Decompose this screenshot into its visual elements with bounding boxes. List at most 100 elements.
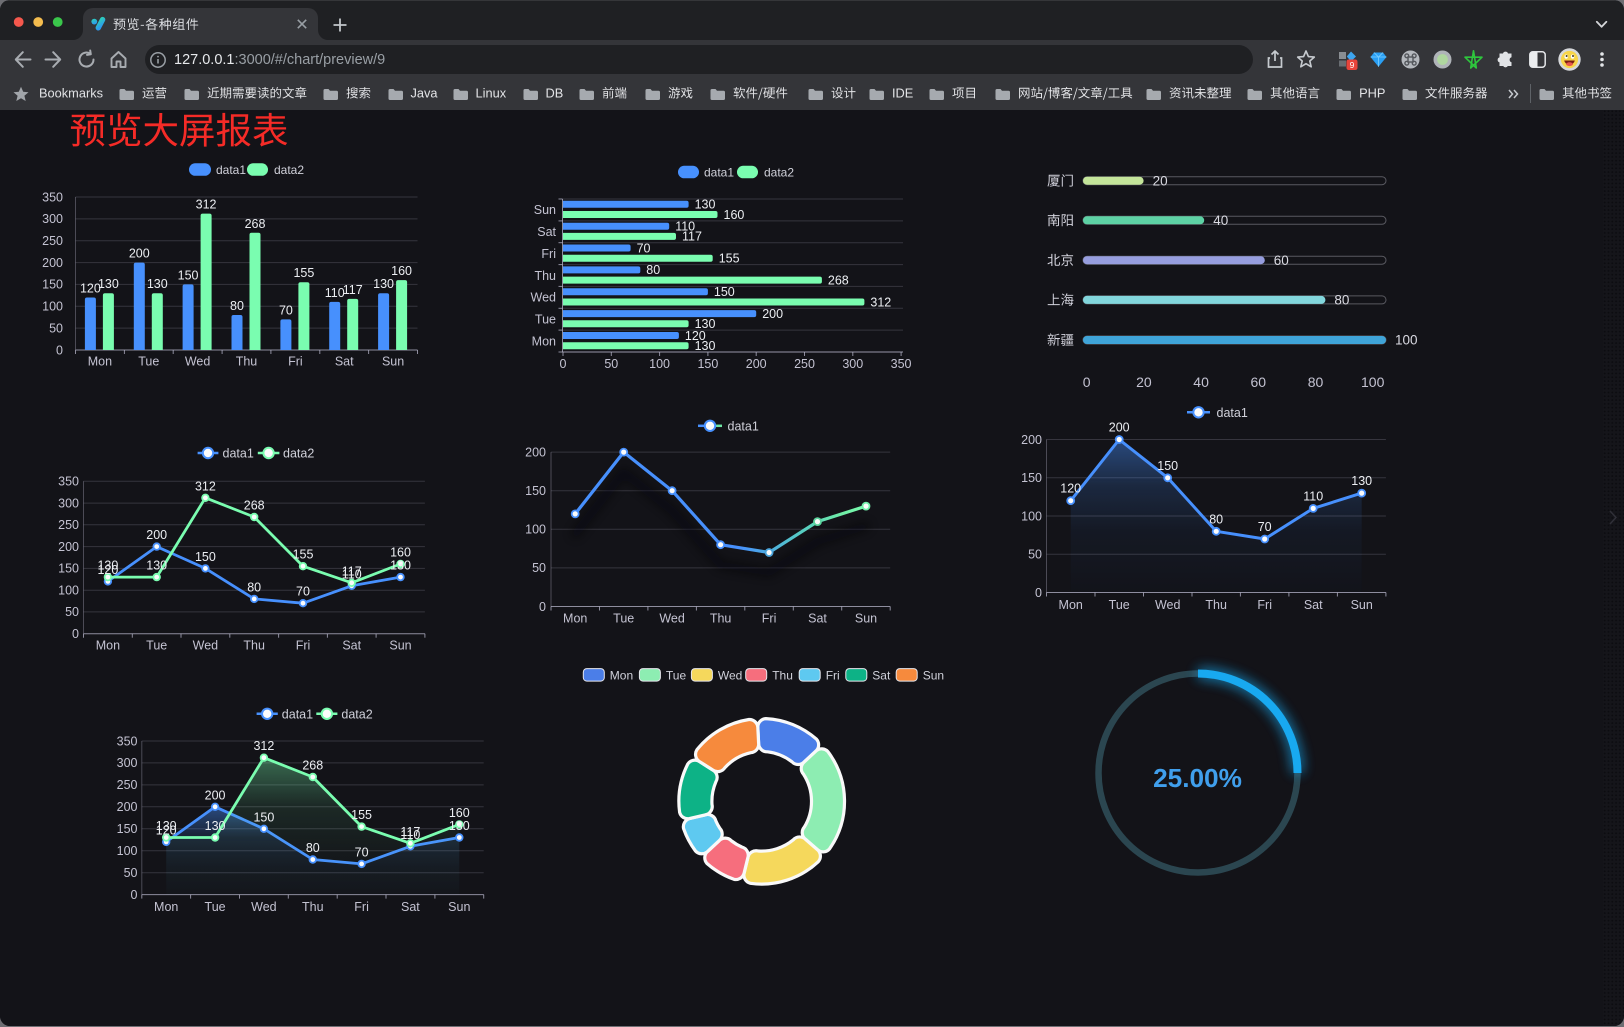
svg-text:60: 60 [1274, 253, 1289, 268]
svg-text:300: 300 [842, 357, 863, 371]
svg-text:Thu: Thu [772, 668, 793, 682]
svg-text:250: 250 [58, 518, 79, 532]
svg-text:117: 117 [342, 564, 362, 578]
svg-text:data2: data2 [283, 447, 314, 461]
svg-text:110: 110 [325, 286, 345, 300]
svg-text:130: 130 [147, 277, 168, 291]
svg-text:Tue: Tue [205, 900, 226, 914]
svg-text:130: 130 [695, 317, 716, 331]
svg-text:100: 100 [42, 300, 63, 314]
svg-text:50: 50 [124, 866, 138, 880]
svg-text:Mon: Mon [1059, 598, 1083, 612]
svg-text:data2: data2 [274, 163, 304, 177]
svg-text:100: 100 [649, 357, 670, 371]
svg-text:Mon: Mon [154, 900, 178, 914]
svg-text:300: 300 [58, 496, 79, 510]
svg-text:200: 200 [42, 256, 63, 270]
svg-text:Wed: Wed [193, 639, 219, 653]
svg-text:data2: data2 [764, 166, 794, 180]
svg-text:20: 20 [1136, 374, 1152, 390]
svg-text:Tue: Tue [1109, 598, 1130, 612]
svg-text:50: 50 [532, 561, 546, 575]
svg-text:Wed: Wed [251, 900, 277, 914]
svg-text:110: 110 [400, 828, 420, 842]
svg-text:50: 50 [1028, 548, 1042, 562]
svg-text:Thu: Thu [243, 639, 265, 653]
svg-text:130: 130 [97, 559, 118, 573]
svg-text:130: 130 [695, 198, 716, 212]
svg-text:100: 100 [1021, 509, 1042, 523]
svg-text:155: 155 [293, 548, 314, 562]
svg-text:Thu: Thu [534, 269, 556, 283]
svg-text:Sun: Sun [448, 900, 470, 914]
svg-text:Thu: Thu [236, 355, 258, 369]
svg-text:312: 312 [870, 295, 891, 309]
svg-text:130: 130 [390, 559, 411, 573]
svg-text:Bookmarks: Bookmarks [39, 86, 103, 101]
svg-text:312: 312 [195, 479, 216, 493]
svg-text:70: 70 [296, 585, 310, 599]
svg-text:Mon: Mon [88, 355, 112, 369]
svg-text:130: 130 [98, 277, 119, 291]
svg-text:Fri: Fri [826, 668, 840, 682]
svg-text:250: 250 [42, 234, 63, 248]
svg-text:117: 117 [400, 825, 420, 839]
svg-text:Sat: Sat [872, 668, 891, 682]
svg-text:80: 80 [247, 580, 261, 594]
svg-text:data2: data2 [341, 707, 372, 721]
svg-text:200: 200 [117, 800, 138, 814]
svg-text:250: 250 [794, 357, 815, 371]
svg-text:80: 80 [306, 841, 320, 855]
svg-text:160: 160 [724, 208, 745, 222]
svg-text:40: 40 [1213, 213, 1228, 228]
svg-text:150: 150 [1021, 471, 1042, 485]
svg-text:Thu: Thu [302, 900, 324, 914]
svg-text:100: 100 [58, 584, 79, 598]
svg-text:Wed: Wed [718, 668, 742, 682]
svg-text:150: 150 [178, 268, 199, 282]
svg-text:200: 200 [205, 788, 226, 802]
svg-text:Java: Java [411, 86, 439, 101]
svg-text:data1: data1 [704, 166, 734, 180]
svg-text:data1: data1 [223, 447, 254, 461]
svg-text:150: 150 [58, 562, 79, 576]
svg-text:data1: data1 [216, 163, 246, 177]
svg-text:130: 130 [373, 277, 394, 291]
svg-text:Mon: Mon [563, 612, 587, 626]
svg-text:350: 350 [42, 190, 63, 204]
svg-text:268: 268 [828, 273, 849, 287]
svg-text:Sun: Sun [534, 203, 556, 217]
svg-text:IDE: IDE [892, 86, 913, 101]
svg-text:268: 268 [245, 217, 266, 231]
svg-text:PHP: PHP [1359, 86, 1385, 101]
svg-text:200: 200 [58, 540, 79, 554]
svg-text:120: 120 [80, 282, 101, 296]
svg-text:data1: data1 [1217, 406, 1248, 420]
svg-text:130: 130 [449, 819, 470, 833]
svg-text:130: 130 [146, 559, 167, 573]
svg-text:Linux: Linux [476, 86, 507, 101]
svg-text:Fri: Fri [541, 247, 556, 261]
svg-text:80: 80 [1209, 512, 1223, 526]
svg-text:40: 40 [1193, 374, 1209, 390]
svg-text:Wed: Wed [1155, 598, 1181, 612]
svg-text:25.00%: 25.00% [1153, 763, 1242, 793]
svg-text:300: 300 [42, 212, 63, 226]
svg-text:268: 268 [244, 499, 265, 513]
svg-text:117: 117 [343, 283, 363, 297]
svg-text:200: 200 [129, 247, 150, 261]
svg-text:300: 300 [117, 756, 138, 770]
svg-text:Wed: Wed [531, 291, 557, 305]
svg-text:70: 70 [1258, 520, 1272, 534]
svg-text:Sat: Sat [1304, 598, 1323, 612]
svg-text:150: 150 [117, 822, 138, 836]
svg-text:Sun: Sun [923, 668, 944, 682]
svg-text:Sat: Sat [342, 639, 361, 653]
svg-text:Wed: Wed [659, 612, 685, 626]
svg-text:Fri: Fri [762, 612, 777, 626]
svg-text:160: 160 [390, 546, 411, 560]
svg-text:120: 120 [97, 563, 118, 577]
svg-text:9: 9 [1350, 60, 1355, 70]
svg-text:0: 0 [539, 600, 546, 614]
svg-text:150: 150 [253, 810, 274, 824]
